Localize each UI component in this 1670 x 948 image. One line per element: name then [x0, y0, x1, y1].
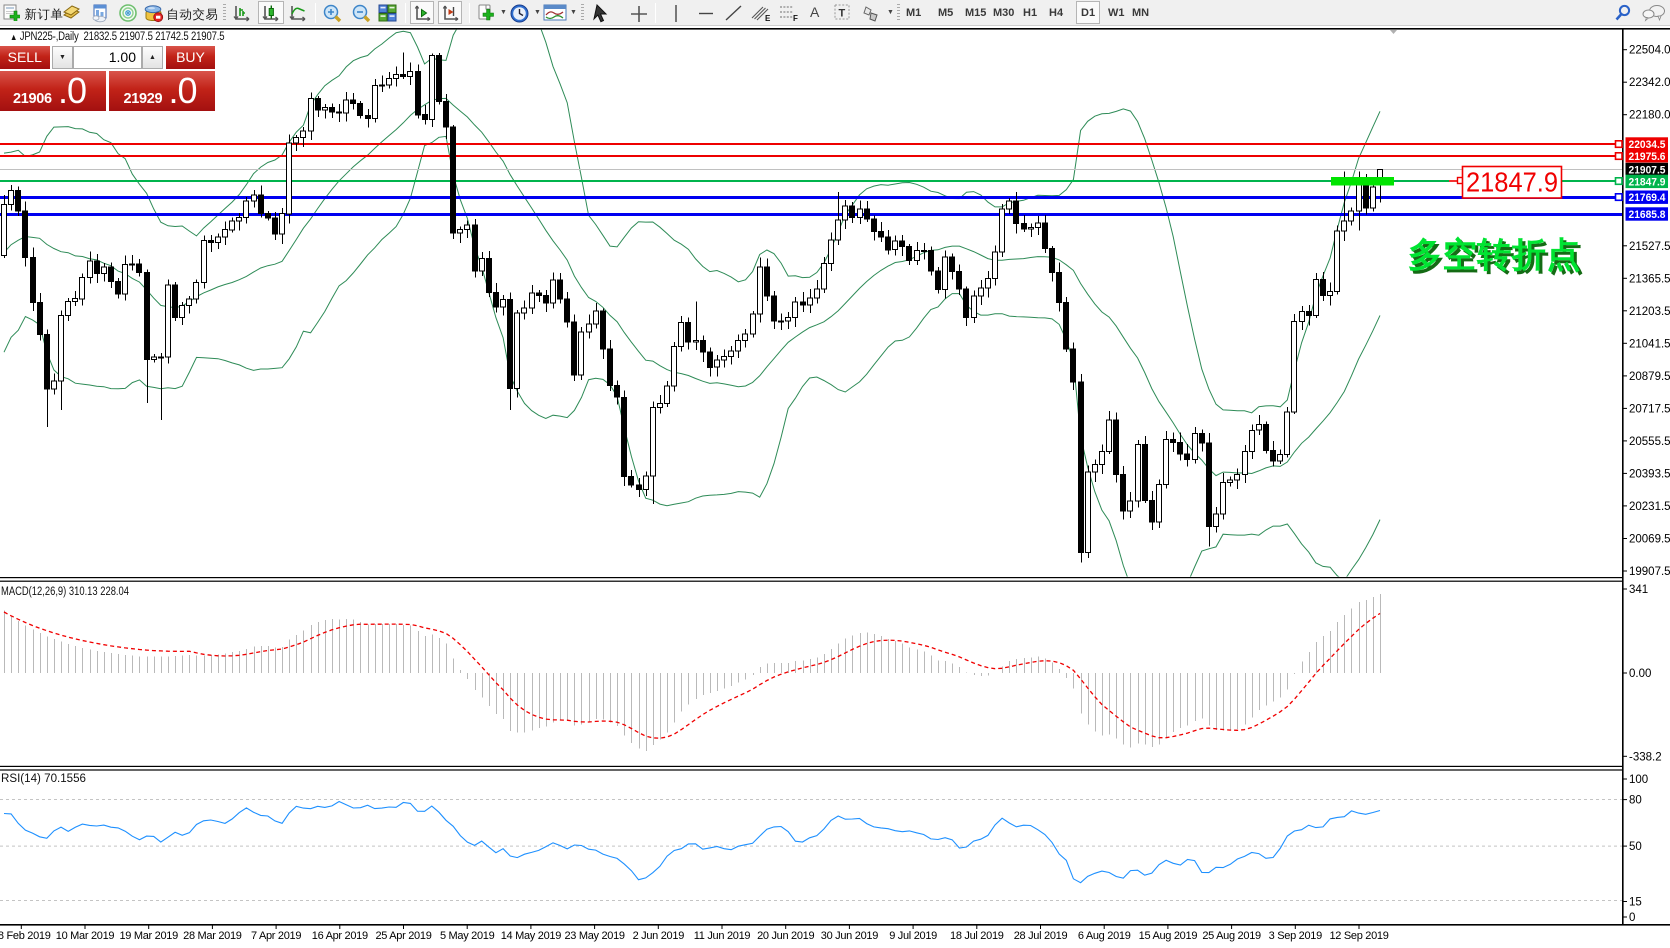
svg-text:21769.4: 21769.4: [1629, 192, 1667, 204]
svg-text:20069.5: 20069.5: [1629, 534, 1670, 546]
svg-text:7 Apr 2019: 7 Apr 2019: [251, 930, 301, 942]
svg-text:20717.5: 20717.5: [1629, 403, 1670, 415]
svg-text:30 Jun 2019: 30 Jun 2019: [821, 930, 878, 942]
svg-text:21907.5: 21907.5: [1629, 165, 1666, 177]
svg-text:25 Aug 2019: 25 Aug 2019: [1202, 930, 1261, 942]
svg-text:25 Apr 2019: 25 Apr 2019: [375, 930, 431, 942]
svg-text:22034.5: 22034.5: [1629, 139, 1666, 151]
svg-text:28 Mar 2019: 28 Mar 2019: [183, 930, 242, 942]
svg-text:9 Jul 2019: 9 Jul 2019: [889, 930, 937, 942]
svg-text:22342.0: 22342.0: [1629, 77, 1670, 89]
svg-text:T: T: [839, 8, 846, 20]
svg-text:21041.5: 21041.5: [1629, 338, 1670, 350]
svg-text:100: 100: [1629, 774, 1648, 786]
svg-text:20879.5: 20879.5: [1629, 371, 1670, 383]
svg-text:5 May 2019: 5 May 2019: [440, 930, 495, 942]
svg-text:14 May 2019: 14 May 2019: [501, 930, 561, 942]
svg-text:22504.0: 22504.0: [1629, 45, 1670, 57]
svg-text:MACD(12,26,9) 310.13 228.04: MACD(12,26,9) 310.13 228.04: [1, 586, 129, 598]
svg-text:21847.9: 21847.9: [1629, 176, 1666, 188]
svg-text:E: E: [765, 14, 771, 23]
svg-text:20231.5: 20231.5: [1629, 501, 1670, 513]
svg-text:19907.5: 19907.5: [1629, 566, 1670, 578]
svg-text:22180.0: 22180.0: [1629, 110, 1670, 122]
svg-text:2 Jun 2019: 2 Jun 2019: [633, 930, 685, 942]
svg-text:RSI(14) 70.1556: RSI(14) 70.1556: [1, 773, 86, 785]
svg-text:10 Mar 2019: 10 Mar 2019: [56, 930, 115, 942]
svg-text:50: 50: [1629, 841, 1642, 853]
svg-text:16 Apr 2019: 16 Apr 2019: [312, 930, 368, 942]
svg-text:20393.5: 20393.5: [1629, 468, 1670, 480]
svg-text:11 Jun 2019: 11 Jun 2019: [694, 930, 751, 942]
svg-text:6 Aug 2019: 6 Aug 2019: [1078, 930, 1131, 942]
svg-text:3 Sep 2019: 3 Sep 2019: [1269, 930, 1322, 942]
svg-text:0: 0: [1629, 912, 1635, 924]
svg-text:-338.2: -338.2: [1629, 751, 1662, 763]
svg-text:15 Aug 2019: 15 Aug 2019: [1139, 930, 1198, 942]
svg-text:80: 80: [1629, 795, 1642, 807]
svg-text:19 Mar 2019: 19 Mar 2019: [119, 930, 178, 942]
svg-text:341: 341: [1629, 584, 1648, 596]
svg-text:21847.9: 21847.9: [1466, 167, 1558, 198]
svg-text:21685.8: 21685.8: [1629, 209, 1666, 221]
svg-text:20555.5: 20555.5: [1629, 436, 1670, 448]
svg-text:28 Feb 2019: 28 Feb 2019: [0, 930, 51, 942]
svg-text:21365.5: 21365.5: [1629, 273, 1670, 285]
svg-text:23 May 2019: 23 May 2019: [564, 930, 624, 942]
svg-text:0.00: 0.00: [1629, 668, 1651, 680]
svg-text:21527.5: 21527.5: [1629, 241, 1670, 253]
svg-text:12 Sep 2019: 12 Sep 2019: [1329, 930, 1388, 942]
svg-text:20 Jun 2019: 20 Jun 2019: [757, 930, 814, 942]
svg-text:F: F: [793, 14, 798, 23]
svg-text:15: 15: [1629, 897, 1642, 909]
svg-text:28 Jul 2019: 28 Jul 2019: [1014, 930, 1068, 942]
svg-text:18 Jul 2019: 18 Jul 2019: [950, 930, 1004, 942]
svg-text:21975.6: 21975.6: [1629, 151, 1666, 163]
svg-text:21203.5: 21203.5: [1629, 306, 1670, 318]
